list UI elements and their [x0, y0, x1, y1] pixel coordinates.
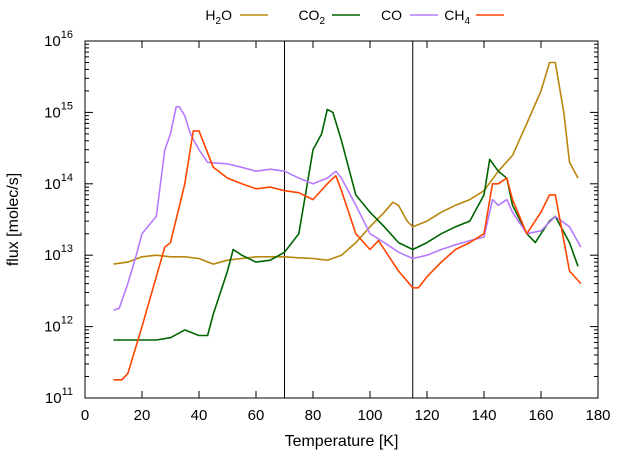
y-tick-exponent: 14 [61, 172, 73, 184]
legend-label-main: CH [444, 7, 464, 23]
series-line-h2o [113, 61, 579, 265]
legend-label-co: CO [381, 7, 402, 23]
x-tick-labels: 0 20 40 60 80 100 120 140 160 180 [81, 407, 611, 424]
x-tick-label: 40 [191, 407, 208, 424]
y-tick-exponent: 13 [61, 243, 73, 255]
legend-label-subscript: 4 [464, 16, 470, 27]
y-tick-base: 10 [44, 33, 61, 50]
y-tick-exponent: 16 [61, 29, 73, 41]
x-axis-title: Temperature [K] [285, 433, 399, 450]
plot-frame [84, 40, 599, 399]
legend-label-main: H [205, 7, 215, 23]
x-tick-label: 160 [528, 407, 553, 424]
reference-lines [284, 41, 414, 398]
y-tick-base: 10 [45, 390, 62, 407]
x-tick-label: 20 [134, 407, 151, 424]
y-tick-base: 10 [44, 319, 61, 336]
y-tick-exponent: 12 [61, 315, 73, 327]
legend-label-h2o: H2O [205, 7, 232, 27]
y-tick-base: 10 [44, 247, 61, 264]
legend-label-main: CO [381, 7, 402, 23]
x-tick-label: 120 [414, 407, 439, 424]
tick-marks [84, 40, 599, 399]
series-lines [113, 61, 582, 381]
legend-label-subscript: 2 [319, 16, 325, 27]
x-tick-label: 180 [585, 407, 610, 424]
y-tick-label: 1011 [45, 386, 73, 407]
x-tick-label: 100 [357, 407, 382, 424]
series-line-ch4 [113, 130, 582, 381]
x-tick-label: 60 [248, 407, 265, 424]
y-tick-base: 10 [44, 176, 61, 193]
x-tick-label: 0 [81, 407, 89, 424]
legend-label-ch4: CH4 [444, 7, 470, 27]
y-tick-exponent: 11 [62, 386, 73, 398]
legend-label-co2: CO2 [298, 7, 325, 27]
legend: H2O CO2 CO CH4 [205, 7, 504, 27]
y-tick-label: 1015 [44, 100, 73, 121]
y-tick-label: 1016 [44, 29, 73, 50]
y-axis-title: flux [molec/s] [5, 173, 22, 266]
y-tick-base: 10 [44, 104, 61, 121]
y-tick-exponent: 15 [61, 100, 73, 112]
legend-label-tail: O [221, 7, 232, 23]
legend-label-main: CO [298, 7, 319, 23]
x-tick-label: 80 [305, 407, 322, 424]
y-tick-label: 1012 [44, 315, 73, 336]
x-tick-label: 140 [471, 407, 496, 424]
legend-label-subscript: 2 [216, 16, 222, 27]
series-line-co2 [113, 108, 579, 341]
series-line-co [113, 105, 582, 311]
y-tick-label: 1013 [44, 243, 73, 264]
y-tick-label: 1014 [44, 172, 73, 193]
